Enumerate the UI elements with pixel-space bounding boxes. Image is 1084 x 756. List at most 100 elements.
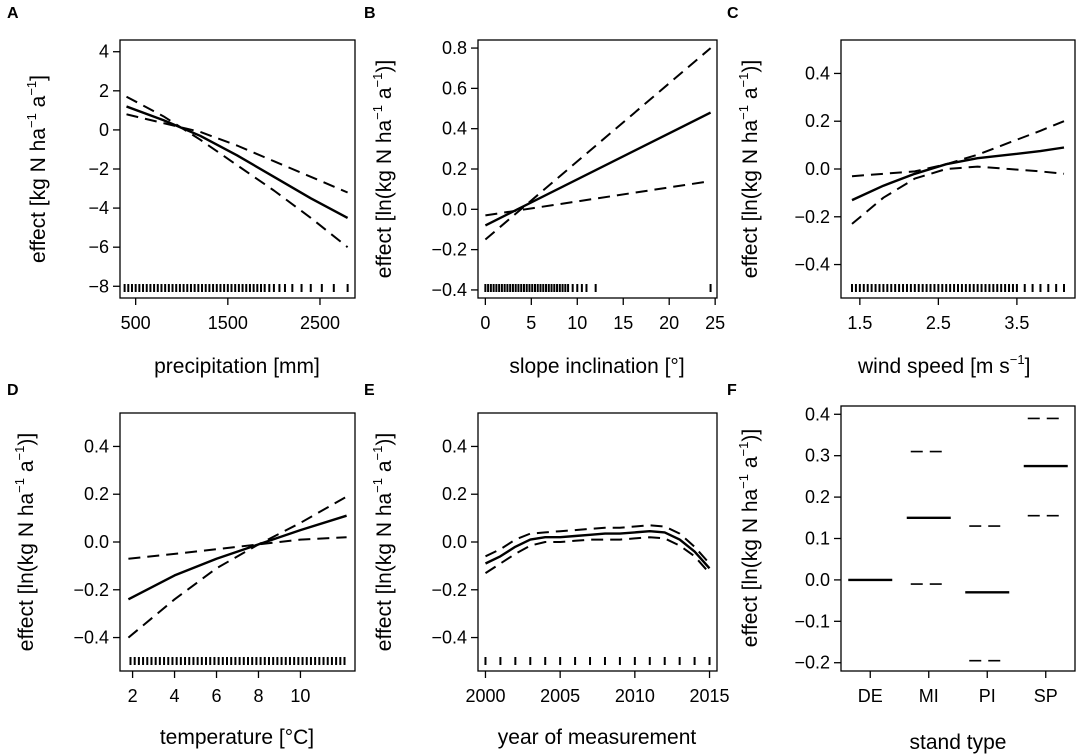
x-tick-label-b: 5 [526, 313, 536, 333]
plot-frame-d [119, 412, 356, 672]
y-tick-label-f: 0.1 [805, 529, 830, 549]
y-tick-label-c: −0.2 [794, 207, 830, 227]
x-tick-label-b: 20 [659, 313, 679, 333]
category-label-pi: PI [979, 686, 996, 706]
y-axis-title-b: effect [ln(kg N ha−1 a−1)] [370, 60, 396, 278]
series-estimate-c [851, 146, 1065, 202]
panel-letter-d: D [7, 382, 19, 399]
svg-text:effect [kg N ha−1 a−1]: effect [kg N ha−1 a−1] [24, 75, 50, 263]
series-estimate-a [126, 105, 349, 219]
x-tick-label-d: 4 [170, 686, 180, 706]
x-tick-label-b: 25 [705, 313, 725, 333]
series-estimate-b [484, 111, 712, 227]
x-tick-label-a: 500 [121, 313, 151, 333]
x-axis-title-f: stand type [910, 731, 1007, 754]
svg-text:effect [ln(kg N ha−1 a−1)]: effect [ln(kg N ha−1 a−1)] [736, 60, 762, 278]
y-tick-label-f: 0.4 [805, 404, 830, 424]
y-tick-label-a: 0 [99, 120, 109, 140]
y-tick-label-b: 0.4 [442, 119, 467, 139]
plot-frame-a [119, 39, 356, 299]
x-axis-title-a: precipitation [mm] [154, 355, 320, 378]
y-tick-label-b: 0.6 [442, 78, 467, 98]
x-axis-title-c: wind speed [m s−1] [857, 352, 1030, 378]
x-axis-title-e: year of measurement [498, 726, 697, 749]
panel-c: C 1.5 2.5 3.5 −0.4 −0.2 0.0 0.2 0.4 wind speed … [727, 5, 1076, 378]
y-tick-label-a: 2 [99, 81, 109, 101]
panel-letter-a: A [7, 5, 19, 22]
panel-e: E 2000 2005 2010 2015 −0.4 −0.2 0.0 0.2 0.4 year… [364, 382, 730, 749]
svg-text:effect [ln(kg N ha−1 a−1)]: effect [ln(kg N ha−1 a−1)] [370, 60, 396, 278]
y-tick-label-b: 0.2 [442, 159, 467, 179]
panel-letter-b: B [364, 5, 376, 22]
series-upper-band-a [126, 113, 348, 194]
x-tick-label-e: 2010 [615, 686, 655, 706]
y-tick-label-b: −0.4 [431, 280, 467, 300]
y-tick-label-b: 0.8 [442, 38, 467, 58]
y-tick-label-e: −0.4 [431, 628, 467, 648]
x-tick-label-e: 2005 [540, 686, 580, 706]
x-tick-label-d: 2 [128, 686, 138, 706]
y-tick-label-e: 0.4 [442, 436, 467, 456]
series-lower-band-e [484, 536, 711, 574]
y-axis-title-e: effect [ln(kg N ha−1 a−1)] [370, 433, 396, 651]
y-tick-label-e: −0.2 [431, 580, 467, 600]
panel-f: F DE MI PI SP −0.2 −0.1 0.0 0.1 0.2 0.3 0.4 stand … [727, 382, 1076, 754]
y-tick-label-d: −0.4 [73, 628, 109, 648]
series-upper-band-e [485, 524, 711, 565]
series-upper-band-d [128, 536, 347, 560]
y-tick-label-f: 0.3 [805, 446, 830, 466]
panel-d: D 2 4 6 8 10 −0.4 −0.2 0.0 0.2 0.4 temperature [°… [7, 382, 356, 749]
y-axis-title-d: effect [ln(kg N ha−1 a−1)] [12, 433, 38, 651]
series-upper-band-b [484, 47, 712, 241]
series-estimate-e [484, 529, 711, 570]
x-tick-label-b: 0 [480, 313, 490, 333]
category-label-mi: MI [919, 686, 939, 706]
x-tick-label-e: 2015 [690, 686, 730, 706]
x-axis-title-b: slope inclination [°] [509, 355, 684, 378]
x-tick-label-c: 1.5 [847, 313, 872, 333]
svg-text:effect [ln(kg N ha−1 a−1)]: effect [ln(kg N ha−1 a−1)] [736, 429, 762, 647]
x-tick-label-a: 2500 [300, 313, 340, 333]
y-tick-label-e: 0.0 [442, 532, 467, 552]
y-tick-label-f: 0.0 [805, 570, 830, 590]
series-lower-band-a [126, 95, 349, 248]
y-tick-label-a: 4 [99, 42, 109, 62]
y-tick-label-c: 0.2 [805, 111, 830, 131]
y-tick-label-c: −0.4 [794, 255, 830, 275]
category-label-de: DE [858, 686, 883, 706]
y-tick-label-d: 0.2 [84, 484, 109, 504]
y-tick-label-a: −4 [88, 198, 109, 218]
y-tick-label-c: 0.0 [805, 159, 830, 179]
x-tick-label-c: 3.5 [1004, 313, 1029, 333]
x-tick-label-e: 2000 [465, 686, 505, 706]
x-tick-label-a: 1500 [208, 313, 248, 333]
y-tick-label-f: −0.2 [794, 653, 830, 673]
y-tick-label-b: −0.2 [431, 240, 467, 260]
panel-letter-c: C [727, 5, 739, 22]
y-tick-label-b: 0.0 [442, 199, 467, 219]
x-tick-label-c: 2.5 [926, 313, 951, 333]
x-tick-label-d: 8 [253, 686, 263, 706]
y-tick-label-f: 0.2 [805, 487, 830, 507]
series-estimate-d [127, 514, 347, 601]
y-tick-label-d: 0.0 [84, 532, 109, 552]
y-tick-label-f: −0.1 [794, 611, 830, 631]
x-tick-label-d: 10 [290, 686, 310, 706]
x-axis-title-d: temperature [°C] [160, 726, 314, 749]
series-lower-band-d [127, 495, 348, 639]
y-axis-title-f: effect [ln(kg N ha−1 a−1)] [736, 429, 762, 647]
svg-text:effect [ln(kg N ha−1 a−1)]: effect [ln(kg N ha−1 a−1)] [370, 433, 396, 651]
category-label-sp: SP [1034, 686, 1058, 706]
x-tick-label-b: 10 [567, 313, 587, 333]
y-tick-label-a: −8 [88, 276, 109, 296]
svg-text:effect [ln(kg N ha−1 a−1)]: effect [ln(kg N ha−1 a−1)] [12, 433, 38, 651]
y-tick-label-a: −6 [88, 237, 109, 257]
y-tick-label-e: 0.2 [442, 484, 467, 504]
y-tick-label-d: −0.2 [73, 580, 109, 600]
panel-letter-f: F [727, 382, 737, 399]
panel-a: A 500 1500 2500 −8 −6 −4 −2 0 2 4 precipitation [… [7, 5, 356, 378]
y-tick-label-c: 0.4 [805, 63, 830, 83]
y-axis-title-c: effect [ln(kg N ha−1 a−1)] [736, 60, 762, 278]
panel-b: B 0 5 10 15 20 25 −0.4 −0.2 0.0 0.2 0.4 0.6 0.8 slop… [364, 5, 725, 378]
